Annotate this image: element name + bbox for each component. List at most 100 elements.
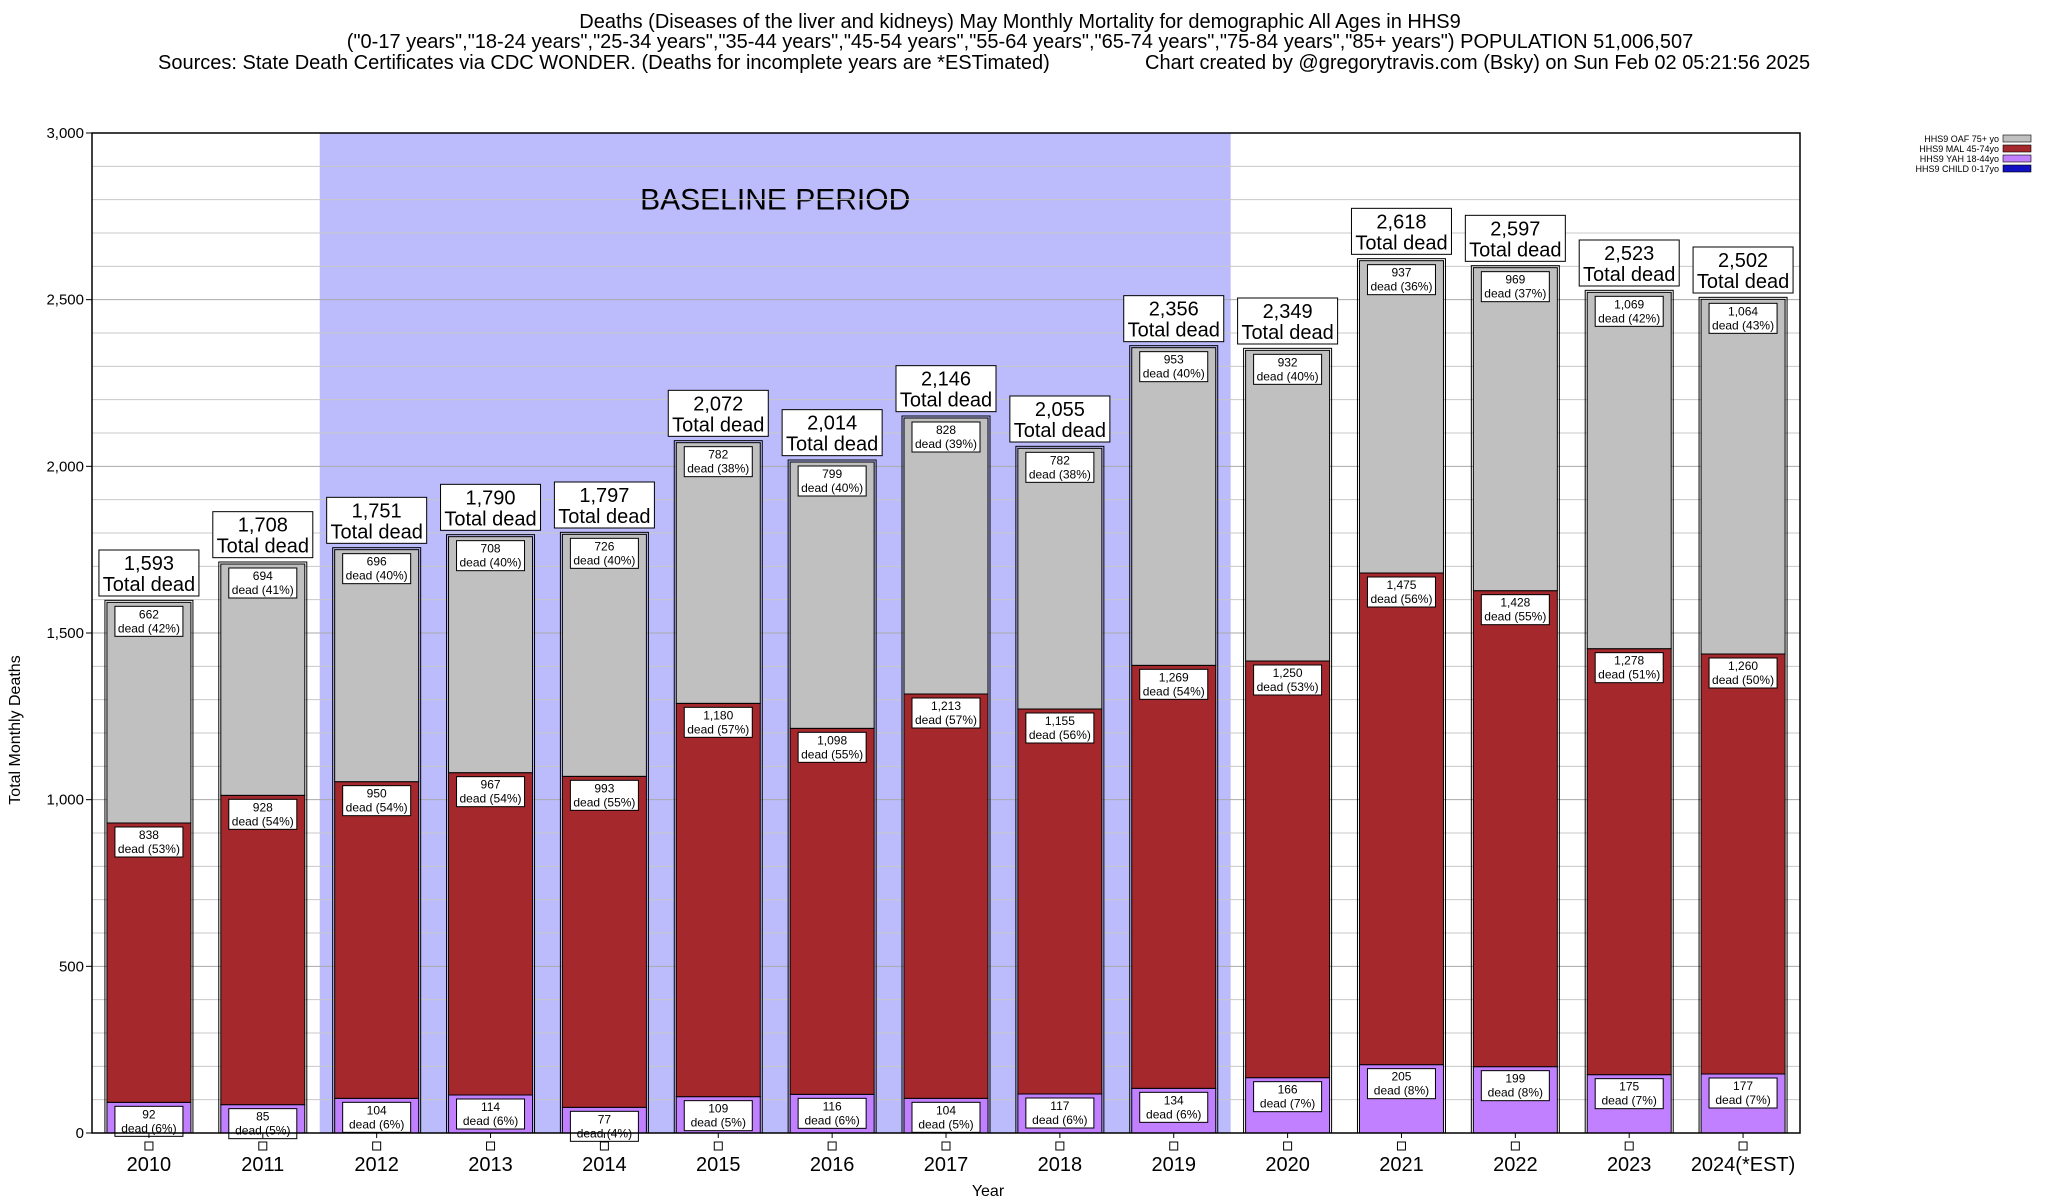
total-label-box (440, 483, 542, 531)
total-value-label: 1,797 (579, 485, 629, 507)
x-tick-label: 2015 (696, 1154, 741, 1176)
segment-percent-label: dead (40%) (1257, 369, 1319, 383)
x-marker (1169, 1141, 1179, 1151)
mal-segment (448, 772, 534, 1096)
x-marker (599, 1141, 609, 1151)
segment-value-label: 1,260 (1728, 659, 1758, 673)
total-value-label: 2,146 (921, 369, 971, 391)
total-label-box (781, 409, 883, 457)
segment-percent-label: dead (5%) (235, 1124, 290, 1138)
x-tick-label: 2017 (924, 1154, 969, 1176)
oaf-segment (1472, 267, 1558, 592)
total-label-box (1464, 214, 1566, 262)
total-label-box (326, 496, 428, 544)
segment-value-label: 85 (256, 1110, 270, 1124)
segment-value-label: 1,269 (1159, 670, 1189, 684)
legend-label: HHS9 OAF 75+ yo (1924, 134, 1999, 144)
segment-label-box (1594, 652, 1664, 684)
segment-percent-label: dead (54%) (460, 792, 522, 806)
segment-value-label: 937 (1391, 266, 1411, 280)
segment-value-label: 1,250 (1273, 666, 1303, 680)
segment-value-label: 708 (481, 542, 501, 556)
total-caption-label: Total dead (1241, 322, 1333, 344)
segment-percent-label: dead (8%) (1374, 1084, 1429, 1098)
segment-percent-label: dead (6%) (804, 1113, 859, 1127)
oaf-segment (903, 417, 989, 695)
oaf-segment (334, 549, 420, 783)
segment-label-box (456, 1098, 526, 1130)
oaf-segment (1017, 447, 1103, 710)
total-value-label: 1,593 (124, 553, 174, 575)
segment-percent-label: dead (6%) (1146, 1107, 1201, 1121)
segment-label-box (114, 1105, 184, 1137)
segment-value-label: 1,064 (1728, 304, 1758, 318)
x-marker (1624, 1141, 1634, 1151)
segment-label-box (456, 776, 526, 808)
x-marker (1055, 1141, 1065, 1151)
segment-value-label: 828 (936, 423, 956, 437)
segment-label-box (1139, 668, 1209, 700)
segment-percent-label: dead (6%) (121, 1121, 176, 1135)
total-value-label: 2,055 (1035, 399, 1085, 421)
segment-label-box (1594, 295, 1664, 327)
segment-value-label: 950 (367, 787, 387, 801)
segment-label-box (342, 1101, 412, 1133)
total-caption-label: Total dead (217, 536, 309, 558)
segment-value-label: 928 (253, 800, 273, 814)
segment-label-box (797, 465, 867, 497)
segment-value-label: 1,278 (1614, 654, 1644, 668)
segment-value-label: 175 (1619, 1080, 1639, 1094)
x-marker (144, 1141, 154, 1151)
oaf-segment (1245, 349, 1331, 662)
segment-label-box (1708, 1077, 1778, 1109)
segment-label-box (1708, 657, 1778, 689)
total-label-box (895, 365, 997, 413)
total-label-box (1123, 295, 1225, 343)
x-tick-label: 2022 (1493, 1154, 1538, 1176)
x-tick-label: 2024(*EST) (1691, 1154, 1796, 1176)
x-tick-label: 2020 (1265, 1154, 1310, 1176)
total-label-box (1350, 207, 1452, 255)
segment-percent-label: dead (40%) (801, 481, 863, 495)
segment-label-box (1708, 302, 1778, 334)
y-tick-label: 2,500 (46, 292, 84, 309)
mal-segment (561, 775, 647, 1108)
mal-segment (1472, 590, 1558, 1068)
x-tick-label: 2021 (1379, 1154, 1424, 1176)
plot-frame (91, 132, 1801, 1134)
segment-percent-label: dead (8%) (1488, 1086, 1543, 1100)
x-marker (827, 1141, 837, 1151)
y-axis-label: Total Monthly Deaths (7, 655, 24, 804)
oaf-segment (1586, 291, 1672, 650)
y-tick-label: 1,000 (46, 792, 84, 809)
segment-label-box (797, 731, 867, 763)
x-tick-label: 2023 (1607, 1154, 1652, 1176)
segment-value-label: 726 (594, 539, 614, 553)
mal-segment (1245, 660, 1331, 1079)
legend-swatch (2002, 144, 2032, 153)
oaf-segment (789, 461, 875, 729)
total-value-label: 1,751 (352, 500, 402, 522)
segment-percent-label: dead (57%) (915, 713, 977, 727)
segment-percent-label: dead (51%) (1598, 668, 1660, 682)
segment-value-label: 953 (1164, 353, 1184, 367)
mal-segment (789, 727, 875, 1095)
total-caption-label: Total dead (1014, 420, 1106, 442)
segment-value-label: 993 (594, 781, 614, 795)
segment-value-label: 77 (598, 1112, 612, 1126)
mal-segment (1700, 653, 1786, 1075)
x-tick-label: 2016 (810, 1154, 855, 1176)
total-label-box (212, 511, 314, 559)
x-tick-label: 2011 (241, 1154, 284, 1176)
segment-value-label: 104 (936, 1103, 956, 1117)
total-caption-label: Total dead (900, 390, 992, 412)
mal-segment (1358, 572, 1444, 1066)
x-marker (1738, 1141, 1748, 1151)
segment-label-box (1366, 264, 1436, 296)
segment-value-label: 838 (139, 828, 159, 842)
oaf-segment (448, 536, 534, 774)
segment-percent-label: dead (5%) (691, 1116, 746, 1130)
x-marker (258, 1141, 268, 1151)
legend-label: HHS9 MAL 45-74yo (1919, 144, 1999, 154)
segment-label-box (1366, 576, 1436, 608)
